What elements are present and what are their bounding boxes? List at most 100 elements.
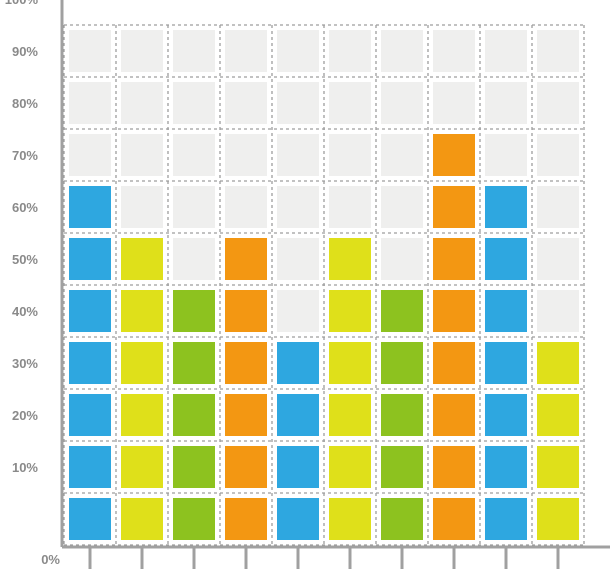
empty-cell-col7-row7 [381,186,423,228]
empty-cell-col3-row7 [173,186,215,228]
empty-cell-col8-row10 [433,30,475,72]
bar-cell-col10-row1 [537,498,579,540]
bar-cell-col4-row1 [225,498,267,540]
y-tick-label: 50% [12,252,38,267]
bar-cell-col7-row4 [381,342,423,384]
axes-layer [60,0,610,569]
bar-cell-col4-row5 [225,290,267,332]
cell-layer [69,30,579,540]
y-tick-label: 100% [5,0,39,7]
y-tick-label: 40% [12,304,38,319]
y-tick-label: 80% [12,96,38,111]
bar-cell-col7-row2 [381,446,423,488]
bar-cell-col2-row6 [121,238,163,280]
bar-cell-col3-row5 [173,290,215,332]
bar-cell-col10-row2 [537,446,579,488]
empty-cell-col10-row7 [537,186,579,228]
bar-cell-col9-row7 [485,186,527,228]
empty-cell-col5-row10 [277,30,319,72]
empty-cell-col10-row9 [537,82,579,124]
bar-cell-col6-row1 [329,498,371,540]
empty-cell-col2-row7 [121,186,163,228]
empty-cell-col7-row8 [381,134,423,176]
bar-cell-col6-row5 [329,290,371,332]
tick-label-layer: 0% 10% 20% 30% 40% 50% 60% 70% 80% 90% 100% [5,0,61,567]
empty-cell-col9-row10 [485,30,527,72]
bar-cell-col4-row2 [225,446,267,488]
bar-cell-col5-row4 [277,342,319,384]
empty-cell-col4-row10 [225,30,267,72]
empty-cell-col5-row5 [277,290,319,332]
empty-cell-col8-row9 [433,82,475,124]
bar-cell-col8-row2 [433,446,475,488]
empty-cell-col6-row8 [329,134,371,176]
y-tick-label: 30% [12,356,38,371]
bar-cell-col2-row3 [121,394,163,436]
y-tick-label: 90% [12,44,38,59]
empty-cell-col10-row10 [537,30,579,72]
bar-cell-col9-row2 [485,446,527,488]
empty-cell-col1-row10 [69,30,111,72]
bar-cell-col8-row7 [433,186,475,228]
empty-cell-col5-row8 [277,134,319,176]
bar-cell-col6-row2 [329,446,371,488]
empty-cell-col3-row6 [173,238,215,280]
empty-cell-col1-row8 [69,134,111,176]
bar-cell-col8-row4 [433,342,475,384]
empty-cell-col5-row7 [277,186,319,228]
y-tick-label: 60% [12,200,38,215]
y-tick-label: 70% [12,148,38,163]
bar-cell-col4-row3 [225,394,267,436]
grid-layer [63,24,585,546]
bar-cell-col5-row1 [277,498,319,540]
bar-cell-col3-row1 [173,498,215,540]
bar-cell-col2-row1 [121,498,163,540]
empty-cell-col9-row9 [485,82,527,124]
bar-cell-col1-row2 [69,446,111,488]
empty-cell-col4-row8 [225,134,267,176]
bar-cell-col2-row2 [121,446,163,488]
empty-cell-col10-row5 [537,290,579,332]
bar-cell-col10-row4 [537,342,579,384]
empty-cell-col5-row6 [277,238,319,280]
bar-cell-col7-row1 [381,498,423,540]
empty-cell-col9-row8 [485,134,527,176]
empty-cell-col2-row8 [121,134,163,176]
empty-cell-col1-row9 [69,82,111,124]
bar-cell-col8-row1 [433,498,475,540]
bar-cell-col1-row1 [69,498,111,540]
empty-cell-col2-row9 [121,82,163,124]
empty-cell-col6-row10 [329,30,371,72]
empty-cell-col6-row7 [329,186,371,228]
bar-cell-col8-row8 [433,134,475,176]
bar-cell-col4-row4 [225,342,267,384]
bar-cell-col10-row3 [537,394,579,436]
bar-cell-col4-row6 [225,238,267,280]
bar-cell-col2-row4 [121,342,163,384]
empty-cell-col3-row8 [173,134,215,176]
bar-cell-col6-row6 [329,238,371,280]
empty-cell-col4-row7 [225,186,267,228]
bar-cell-col6-row4 [329,342,371,384]
bar-cell-col1-row4 [69,342,111,384]
empty-cell-col6-row9 [329,82,371,124]
empty-cell-col10-row8 [537,134,579,176]
bar-cell-col9-row1 [485,498,527,540]
empty-cell-col7-row10 [381,30,423,72]
bar-cell-col9-row5 [485,290,527,332]
bar-cell-col6-row3 [329,394,371,436]
bar-cell-col5-row2 [277,446,319,488]
bar-cell-col7-row5 [381,290,423,332]
bar-cell-col1-row6 [69,238,111,280]
y-tick-label: 10% [12,460,38,475]
bar-cell-col3-row2 [173,446,215,488]
bar-cell-col7-row3 [381,394,423,436]
bar-cell-col8-row3 [433,394,475,436]
bar-cell-col9-row4 [485,342,527,384]
empty-cell-col10-row6 [537,238,579,280]
bar-cell-col9-row3 [485,394,527,436]
y-tick-label: 0% [41,552,60,567]
empty-cell-col3-row10 [173,30,215,72]
empty-cell-col7-row9 [381,82,423,124]
